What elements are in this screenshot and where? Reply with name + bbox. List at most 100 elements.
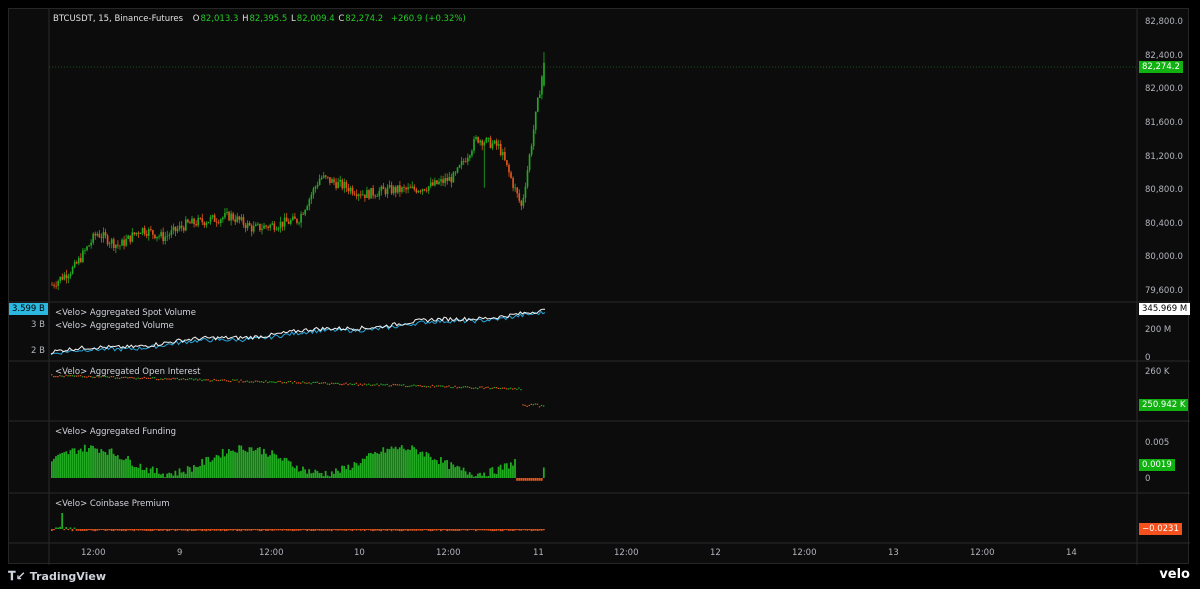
premium-bar [143,529,146,531]
oi-point [145,377,148,379]
premium-bar [125,529,127,532]
candle-body [108,243,111,245]
candle-body [312,188,315,195]
oi-point [155,378,158,381]
tradingview-logo[interactable]: 𝐓↙ TradingView [8,569,106,584]
candle-body [90,242,92,246]
funding-bar [349,470,352,478]
symbol-title[interactable]: BTCUSDT, 15, Binance-Futures [53,14,184,24]
funding-bar [170,473,173,478]
aggregated-volume-label[interactable]: <Velo> Aggregated Volume [55,321,174,331]
premium-label[interactable]: <Velo> Coinbase Premium [55,499,170,509]
oi-point [153,377,156,379]
funding-bar [106,454,109,478]
candle-body [510,172,512,178]
candle-body [209,217,212,222]
funding-bar [133,467,136,478]
funding-bar [462,467,465,478]
premium-bar [468,529,471,531]
candle-body [176,228,179,232]
funding-bar [530,478,533,481]
premium-bar [326,529,329,531]
funding-bar [155,468,158,478]
oi-point [516,388,518,391]
candle-body [205,223,208,226]
premium-bar [69,527,72,529]
oi-point [188,378,191,380]
oi-point [184,378,187,381]
oi-point [320,382,323,384]
premium-bar [250,529,253,531]
premium-bar [518,529,520,531]
oi-point [526,405,528,408]
oi-tick: 260 K [1145,367,1170,377]
funding-bar [475,476,477,478]
premium-bar [186,529,189,532]
open-value: 82,013.3 [200,14,239,24]
candle-body [133,232,136,235]
oi-point [499,387,502,390]
oi-point [69,375,71,377]
funding-bar [246,452,249,478]
oi-point [322,382,325,384]
candle-body [504,152,506,161]
time-tick: 12:00 [792,548,817,558]
funding-bar [489,468,492,478]
funding-bar [137,467,140,478]
premium-bar [193,529,195,531]
candle-body [123,239,125,246]
candle-body [300,213,302,223]
candle-body [125,238,127,246]
premium-bar [199,529,201,531]
funding-bar [540,478,543,481]
candle-body [419,190,422,192]
candle-body [526,170,529,187]
oi-point [110,375,113,378]
premium-bar [112,529,115,532]
funding-bar [493,473,496,478]
candle-body [386,187,389,195]
funding-bar [153,473,156,478]
funding-bar [182,471,185,478]
funding-tick: 0.005 [1145,438,1170,448]
oi-point [429,386,432,388]
funding-bar [407,449,409,478]
premium-bar [281,529,284,531]
candle-body [343,182,346,189]
premium-bar [287,529,290,531]
oi-point [530,403,532,405]
oi-point [170,378,172,380]
chart-area[interactable]: BTCUSDT, 15, Binance-Futures O82,013.3 H… [8,8,1191,565]
funding-bar [283,457,286,478]
oi-point [308,382,310,384]
spot-volume-label[interactable]: <Velo> Aggregated Spot Volume [55,308,196,318]
premium-bar [65,527,68,529]
premium-bar [223,529,226,532]
oi-point [254,380,257,382]
premium-bar [174,529,177,532]
chart-svg[interactable] [9,9,1190,565]
open-interest-group [51,374,545,408]
candle-body [304,209,307,215]
premium-bar [306,529,308,532]
price-tick: 82,000.0 [1145,84,1183,94]
funding-label[interactable]: <Velo> Aggregated Funding [55,427,177,437]
funding-bar [347,464,350,478]
open-interest-label[interactable]: <Velo> Aggregated Open Interest [55,367,201,377]
funding-bar [281,460,284,478]
oi-point [92,376,94,379]
funding-bar [73,448,76,478]
funding-bar [207,456,210,478]
oi-point [238,381,240,383]
premium-bar [487,529,490,531]
premium-bar [363,529,366,532]
funding-bar [487,476,490,478]
candle-body [259,223,261,231]
candle-body [376,196,379,197]
funding-bars-group [51,444,545,481]
candle-body [483,142,486,146]
time-tick: 12:00 [259,548,284,558]
premium-bar [304,529,306,531]
funding-tag: 0.0019 [1139,459,1175,471]
funding-bar [221,448,224,478]
